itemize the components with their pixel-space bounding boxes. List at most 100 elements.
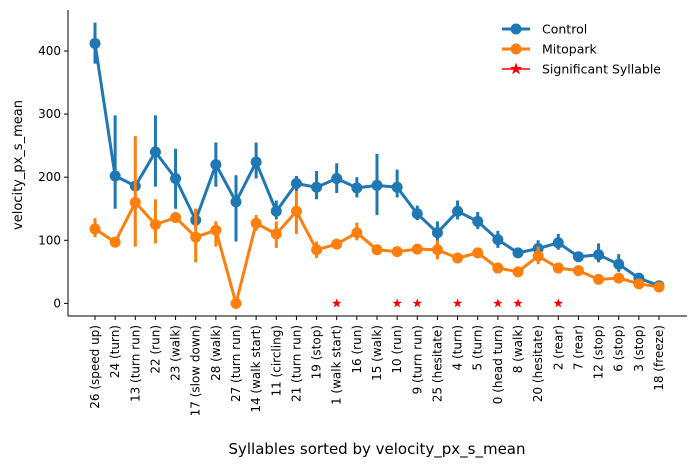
- mitopark-point: [290, 205, 302, 217]
- mitopark-point: [633, 278, 645, 290]
- control-point: [391, 181, 403, 193]
- control-point: [210, 159, 222, 171]
- mitopark-point: [230, 297, 242, 309]
- significant-syllable-marker: [452, 298, 463, 308]
- mitopark-point: [452, 252, 464, 264]
- x-tick-label: 7 (rear): [571, 325, 585, 370]
- x-tick-label: 6 (stop): [612, 325, 626, 372]
- mitopark-point: [532, 250, 544, 262]
- x-tick-label: 8 (walk): [511, 325, 525, 373]
- mitopark-point: [613, 272, 625, 284]
- mitopark-point: [492, 262, 504, 274]
- significant-syllable-marker: [553, 298, 564, 308]
- mitopark-point: [210, 224, 222, 236]
- legend-control-label: Control: [542, 22, 587, 37]
- mitopark-point: [170, 212, 182, 224]
- mitopark-point: [552, 262, 564, 274]
- significant-syllable-marker: [513, 298, 523, 308]
- x-tick-label: 9 (turn run): [410, 325, 424, 394]
- control-point: [492, 234, 504, 246]
- y-tick-label: 100: [38, 233, 61, 247]
- significant-syllable-series: [331, 298, 564, 308]
- x-tick-label: 13 (turn run): [128, 325, 142, 402]
- x-tick-label: 16 (run): [350, 325, 364, 374]
- mitopark-point: [572, 265, 584, 277]
- control-point: [170, 172, 182, 184]
- control-point: [250, 156, 262, 168]
- significant-syllable-marker: [331, 298, 342, 308]
- control-point: [230, 196, 242, 208]
- significant-syllable-marker: [392, 298, 402, 308]
- mitopark-point: [431, 244, 443, 256]
- x-tick-label: 17 (slow down): [189, 325, 203, 416]
- control-point: [351, 182, 363, 194]
- mitopark-point: [391, 246, 403, 258]
- x-tick-label: 22 (run): [148, 325, 162, 374]
- control-point: [431, 227, 443, 239]
- x-axis-label: Syllables sorted by velocity_px_s_mean: [228, 440, 525, 459]
- x-tick-label: 10 (run): [390, 325, 404, 374]
- control-point: [331, 172, 343, 184]
- mitopark-point: [593, 273, 605, 285]
- mitopark-point: [411, 243, 423, 255]
- x-tick-label: 19 (stop): [310, 325, 324, 379]
- axes: 0 100 200 300 400 26 (speed up) 24 (turn) 13 (t…: [38, 10, 687, 416]
- x-tick-label: 2 (rear): [551, 325, 565, 370]
- mitopark-point: [89, 223, 101, 235]
- legend-significant-marker: [509, 62, 523, 75]
- x-tick-label: 27 (turn run): [229, 325, 243, 402]
- control-point: [411, 208, 423, 220]
- control-point: [572, 251, 584, 263]
- x-tick-label: 1 (walk start): [330, 325, 344, 405]
- mitopark-point: [512, 266, 524, 278]
- mitopark-series: [89, 136, 665, 309]
- control-point: [290, 178, 302, 190]
- x-tick-label: 26 (speed up): [88, 325, 102, 409]
- x-tick-label: 24 (turn): [108, 325, 122, 378]
- control-point: [512, 247, 524, 259]
- x-tick-label: 3 (stop): [632, 325, 646, 372]
- legend-mitopark-marker: [510, 43, 522, 55]
- control-point: [371, 179, 383, 191]
- mitopark-point: [109, 236, 121, 248]
- control-point: [552, 237, 564, 249]
- legend-mitopark-label: Mitopark: [542, 42, 598, 57]
- control-point: [452, 205, 464, 217]
- x-tick-label: 18 (freeze): [652, 325, 666, 391]
- y-tick-label: 200: [38, 170, 61, 184]
- mitopark-point: [472, 247, 484, 259]
- x-tick-label: 21 (turn run): [289, 325, 303, 402]
- y-tick-label: 300: [38, 107, 61, 121]
- mitopark-point: [250, 217, 262, 229]
- control-point: [311, 181, 323, 193]
- x-tick-label: 11 (circling): [269, 325, 283, 397]
- legend-control-marker: [510, 23, 522, 35]
- mitopark-point: [190, 231, 202, 243]
- mitopark-point: [331, 238, 343, 250]
- significant-syllable-marker: [493, 298, 503, 308]
- significant-syllable-marker: [412, 298, 423, 308]
- control-point: [613, 258, 625, 270]
- x-tick-label: 25 (hesitate): [430, 325, 444, 402]
- x-tick-label: 14 (walk start): [249, 325, 263, 413]
- control-point: [149, 146, 161, 158]
- x-tick-label: 12 (stop): [592, 325, 606, 379]
- x-tick-label: 20 (hesitate): [531, 325, 545, 402]
- mitopark-point: [270, 228, 282, 240]
- mitopark-point: [149, 219, 161, 231]
- x-tick-label: 23 (walk): [169, 325, 183, 381]
- control-point: [270, 205, 282, 217]
- mitopark-point: [311, 244, 323, 256]
- y-axis-label: velocity_px_s_mean: [11, 100, 26, 230]
- plot-area: [89, 22, 665, 309]
- mitopark-point: [653, 281, 665, 293]
- x-tick-label: 28 (walk): [209, 325, 223, 381]
- x-tick-label: 15 (walk): [370, 325, 384, 381]
- control-point: [89, 37, 101, 49]
- mitopark-point: [351, 227, 363, 239]
- x-tick-label: 0 (head turn): [491, 325, 505, 404]
- control-point: [472, 215, 484, 227]
- mitopark-point: [371, 244, 383, 256]
- y-tick-label: 0: [53, 296, 61, 310]
